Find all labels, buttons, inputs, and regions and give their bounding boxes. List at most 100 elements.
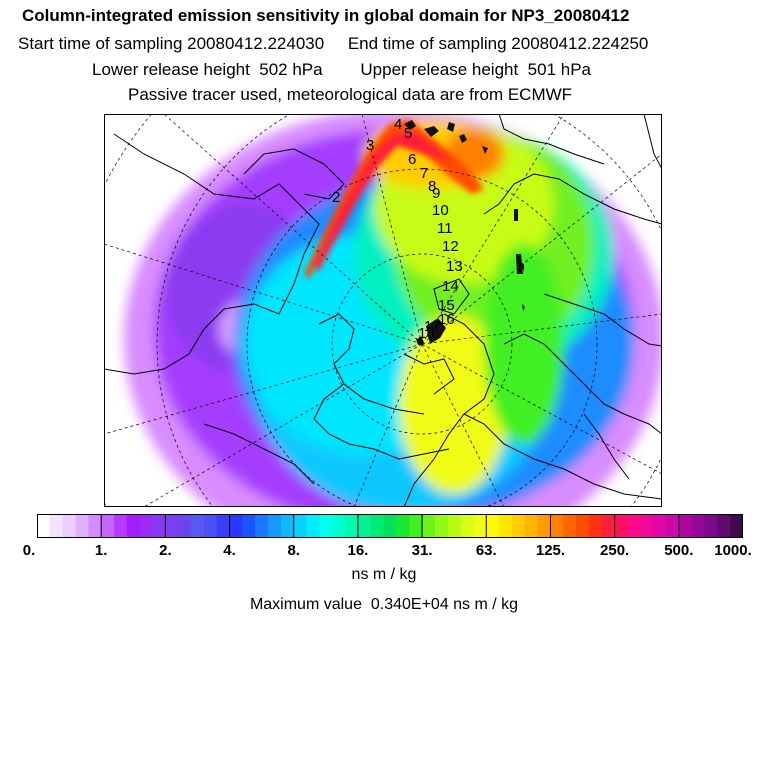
colorbar-tick-label: 16. — [347, 542, 369, 559]
colorbar-dividers — [100, 514, 680, 538]
graticule — [104, 114, 662, 507]
colorbar-swatch — [319, 514, 333, 538]
colorbar-swatch — [396, 514, 410, 538]
colorbar-swatch — [486, 514, 500, 538]
colorbar-swatch — [524, 514, 539, 538]
colorbar-swatch — [191, 514, 205, 538]
colorbar-swatch — [576, 514, 590, 538]
colorbar-swatch — [293, 514, 308, 538]
colorbar-tick-label: 500. — [664, 542, 694, 559]
sensitivity-field — [124, 114, 662, 507]
colorbar-tick-label: 1. — [94, 542, 108, 559]
colorbar-tick-label: 8. — [287, 542, 300, 559]
colorbar-swatch — [37, 514, 51, 538]
colorbar-tick-label: 2. — [159, 542, 172, 559]
colorbar-swatch — [370, 514, 385, 538]
colorbar-tick-label: 1000. — [714, 542, 752, 559]
colorbar-units: ns m / kg — [351, 566, 417, 583]
colorbar-swatch — [229, 514, 243, 538]
colorbar-swatch — [434, 514, 449, 538]
trajectory-label: 17 — [424, 318, 441, 335]
colorbar-swatch — [62, 514, 77, 538]
colorbar-tick-label: 250. — [600, 542, 630, 559]
colorbar-swatch — [139, 514, 154, 538]
colorbar-swatch — [152, 514, 166, 538]
colorbar-swatch — [665, 514, 680, 538]
colorbar-swatch — [588, 514, 603, 538]
trajectory-label: 16 — [438, 311, 455, 328]
sampling-time-line: Start time of sampling 20080412.224030 E… — [18, 34, 649, 53]
colorbar-tick-labels: 0. 1. 2. 4. 8. 16. 31. 63. 125. 250. 500. 1000. — [0, 542, 768, 562]
colorbar-swatch — [460, 514, 475, 538]
colorbar-swatch — [640, 514, 654, 538]
colorbar-swatch — [114, 514, 128, 538]
colorbar-tick-label: 125. — [535, 542, 566, 559]
colorbar-tick-label: 4. — [223, 542, 236, 559]
trajectory-label: 10 — [432, 202, 449, 219]
colorbar — [37, 514, 743, 538]
colorbar-swatch — [255, 514, 269, 538]
colorbar-swatch — [511, 514, 526, 538]
colorbar-swatch — [357, 514, 372, 538]
colorbar-swatch — [550, 514, 564, 538]
colorbar-swatch — [75, 514, 89, 538]
colorbar-swatch — [717, 514, 731, 538]
colorbar-swatch — [691, 514, 706, 538]
colorbar-swatch — [126, 514, 141, 538]
trajectory-label: 8 — [428, 178, 436, 195]
trajectory-label: 7 — [420, 165, 428, 182]
colorbar-swatch — [49, 514, 64, 538]
colorbar-swatch — [627, 514, 641, 538]
trajectory-label: 2 — [332, 189, 340, 206]
colorbar-swatch — [499, 514, 513, 538]
trajectory-label: 12 — [442, 238, 459, 255]
colorbar-swatch — [101, 514, 115, 538]
colorbar-swatch — [447, 514, 462, 538]
colorbar-tick-label: 31. — [411, 542, 433, 559]
colorbar-swatch — [653, 514, 667, 538]
colorbar-swatch — [88, 514, 102, 538]
colorbar-swatch — [678, 514, 693, 538]
trajectory-label: 9 — [432, 185, 440, 202]
colorbar-swatch — [383, 514, 398, 538]
colorbar-tick-label: 63. — [475, 542, 497, 559]
release-height-line: Lower release height 502 hPa Upper relea… — [92, 60, 591, 79]
colorbar-swatch — [216, 514, 231, 538]
colorbar-swatch — [614, 514, 629, 538]
colorbar-swatch — [203, 514, 218, 538]
cloud-patches — [404, 120, 525, 345]
trajectory-label: 3 — [366, 137, 374, 154]
colorbar-swatch — [473, 514, 487, 538]
colorbar-swatch — [178, 514, 192, 538]
colorbar-swatch — [422, 514, 436, 538]
trajectory-label: 5 — [404, 125, 412, 142]
trajectory-label: 6 — [408, 151, 416, 168]
colorbar-swatches — [37, 514, 743, 538]
colorbar-swatch — [601, 514, 616, 538]
tracer-info-line: Passive tracer used, meteorological data… — [128, 85, 573, 104]
trajectory-label: 11 — [437, 220, 453, 237]
coastlines — [104, 114, 662, 507]
colorbar-swatch — [345, 514, 359, 538]
colorbar-swatch — [280, 514, 295, 538]
colorbar-swatch — [332, 514, 346, 538]
colorbar-swatch — [537, 514, 552, 538]
colorbar-tick-label: 0. — [22, 542, 36, 559]
trajectory-labels: 2 3 4 5 6 7 8 9 10 11 12 13 14 15 16 17 … — [332, 116, 463, 342]
colorbar-swatch — [242, 514, 256, 538]
plot-title: Column-integrated emission sensitivity i… — [22, 6, 630, 25]
colorbar-swatch — [268, 514, 282, 538]
trajectory-label: 4 — [394, 116, 402, 133]
colorbar-swatch — [165, 514, 179, 538]
maximum-value-label: Maximum value 0.340E+04 ns m / kg — [249, 596, 519, 613]
trajectory-label: 18 — [418, 325, 435, 342]
colorbar-swatch — [730, 514, 743, 538]
trajectory-label: 13 — [446, 258, 463, 275]
emission-sensitivity-map: 2 3 4 5 6 7 8 9 10 11 12 13 14 15 16 17 … — [104, 114, 662, 507]
colorbar-swatch — [306, 514, 320, 538]
trajectory-label: 15 — [438, 297, 455, 314]
trajectory-label: 14 — [442, 278, 459, 295]
colorbar-swatch — [409, 514, 423, 538]
colorbar-swatch — [563, 514, 577, 538]
colorbar-swatch — [704, 514, 718, 538]
